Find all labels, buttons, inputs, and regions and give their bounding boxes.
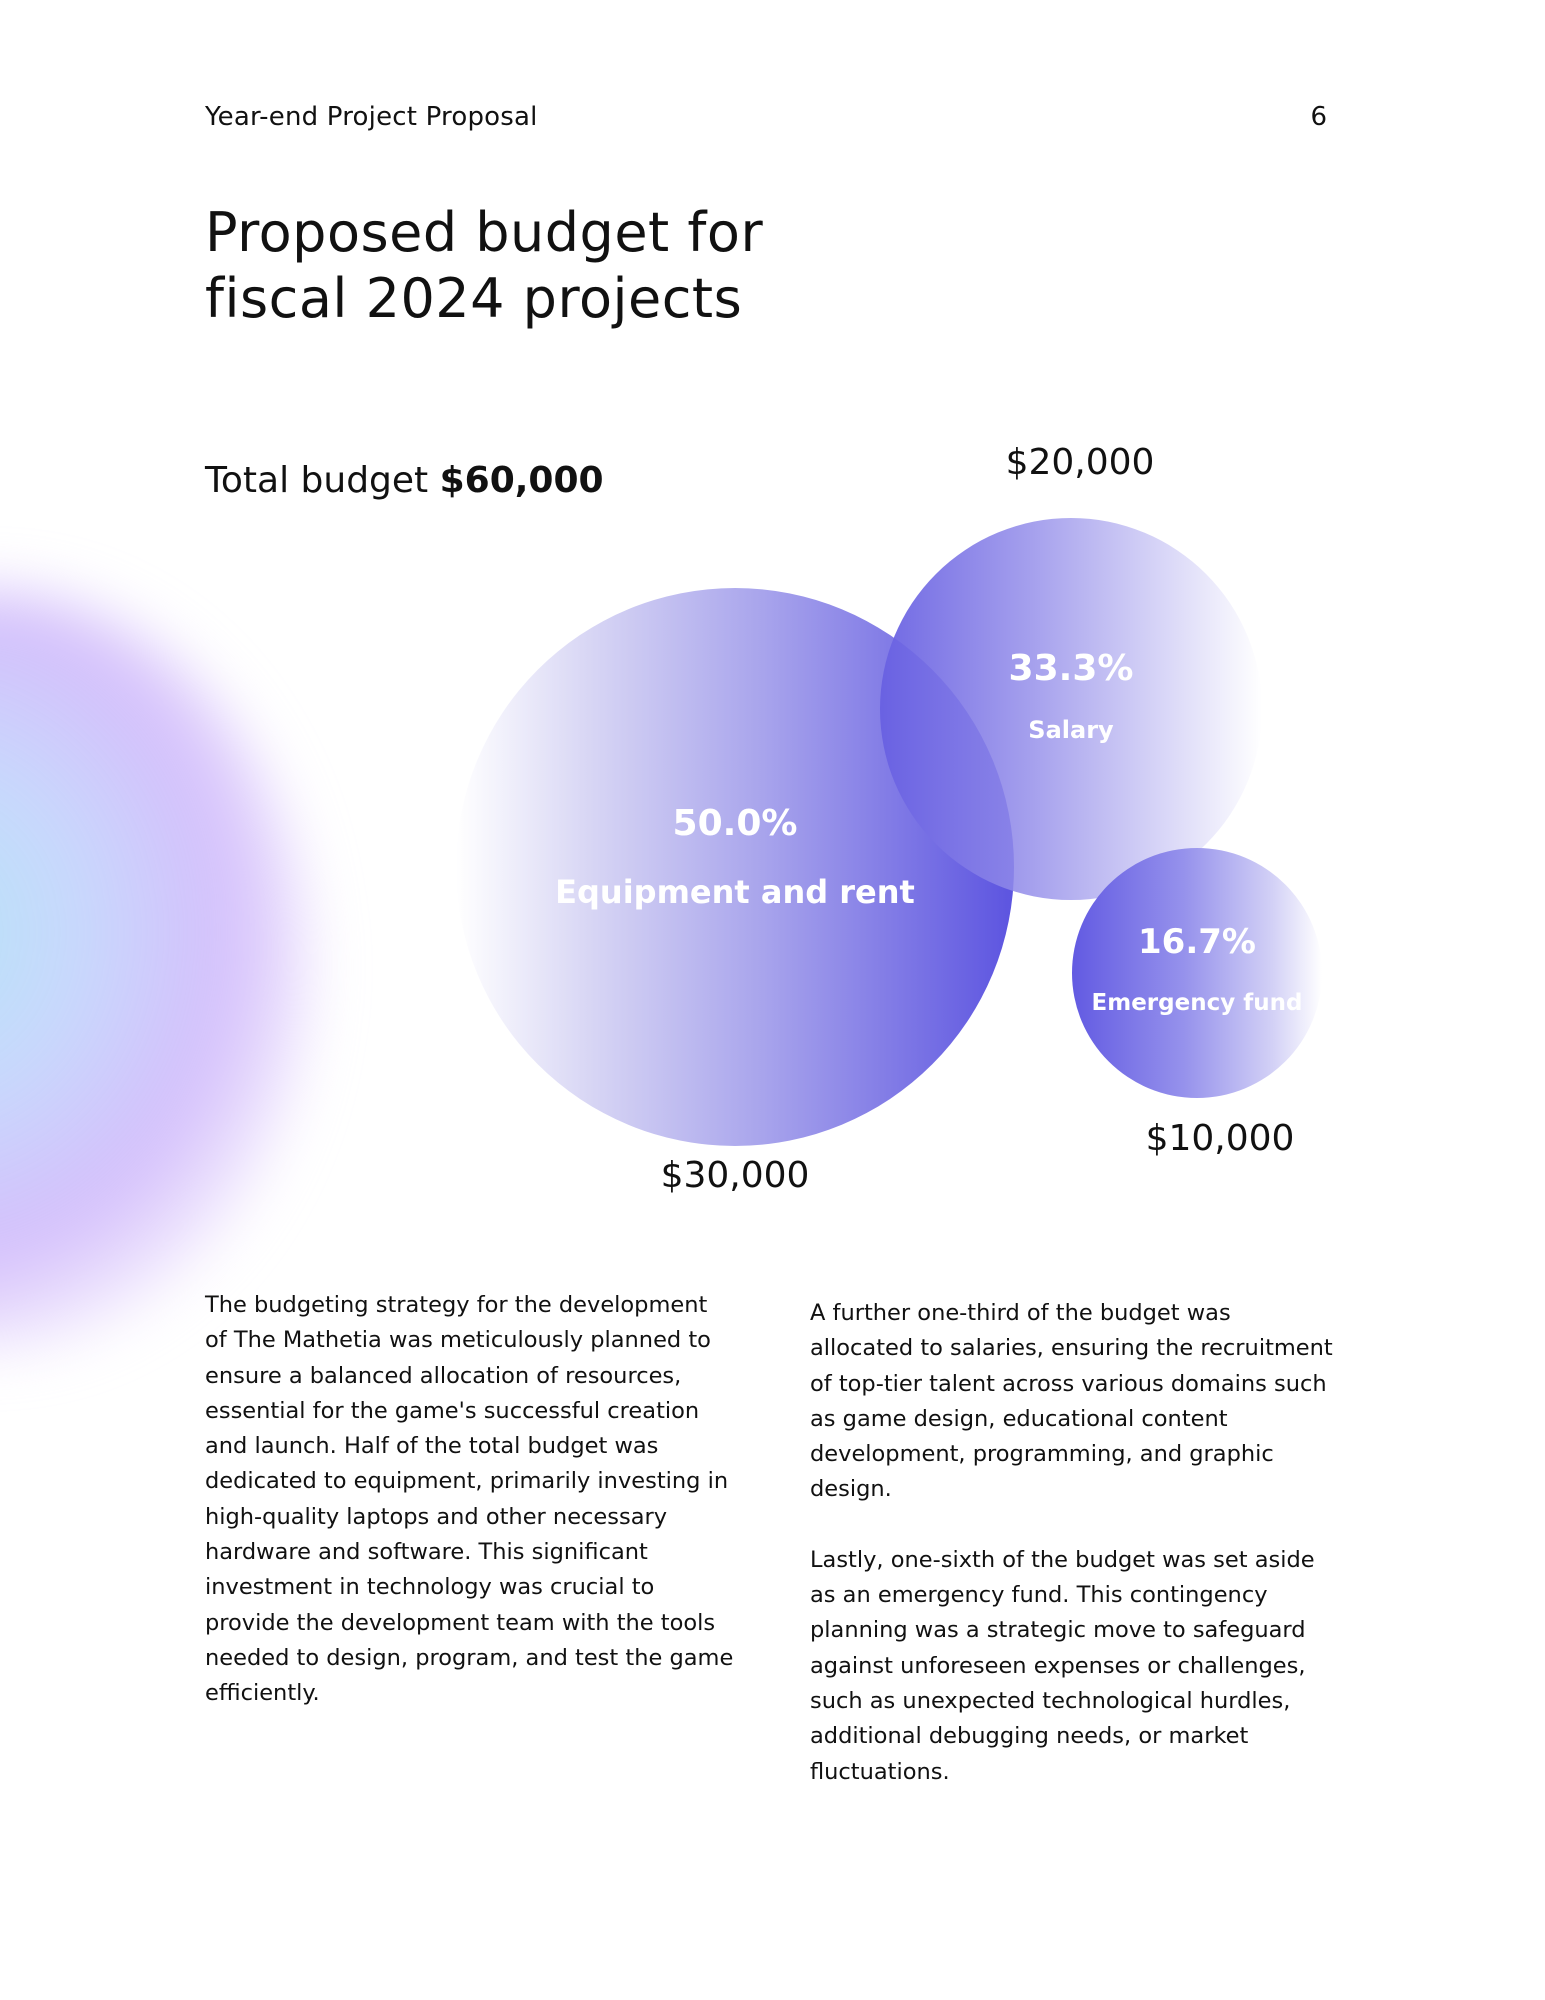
body-paragraph-left: The budgeting strategy for the developme… bbox=[205, 1292, 734, 1707]
body-paragraph-right-1: A further one-third of the budget was al… bbox=[810, 1300, 1333, 1503]
emergency-label: Emergency fund bbox=[1091, 990, 1303, 1016]
header-title: Year-end Project Proposal bbox=[205, 102, 538, 132]
body-column-right: A further one-third of the budget was al… bbox=[810, 1296, 1340, 1825]
salary-label: Salary bbox=[1028, 716, 1114, 744]
total-budget: Total budget $60,000 bbox=[205, 460, 604, 501]
emergency-amount: $10,000 bbox=[1145, 1118, 1295, 1159]
page-number: 6 bbox=[1310, 102, 1327, 132]
page-title: Proposed budget for fiscal 2024 projects bbox=[205, 201, 764, 330]
total-budget-label: Total budget bbox=[205, 460, 429, 501]
bubble-salary bbox=[880, 518, 1262, 900]
equipment-amount: $30,000 bbox=[660, 1155, 810, 1196]
total-budget-amount: $60,000 bbox=[439, 460, 604, 501]
salary-amount: $20,000 bbox=[1005, 442, 1155, 483]
salary-percent: 33.3% bbox=[1008, 648, 1134, 689]
bubble-emergency-fund bbox=[1072, 848, 1322, 1098]
body-paragraph-right-2: Lastly, one-sixth of the budget was set … bbox=[810, 1546, 1315, 1785]
emergency-percent: 16.7% bbox=[1138, 922, 1256, 962]
equipment-percent: 50.0% bbox=[672, 803, 798, 844]
equipment-label: Equipment and rent bbox=[555, 873, 915, 911]
decorative-gradient-glow bbox=[0, 590, 310, 1350]
